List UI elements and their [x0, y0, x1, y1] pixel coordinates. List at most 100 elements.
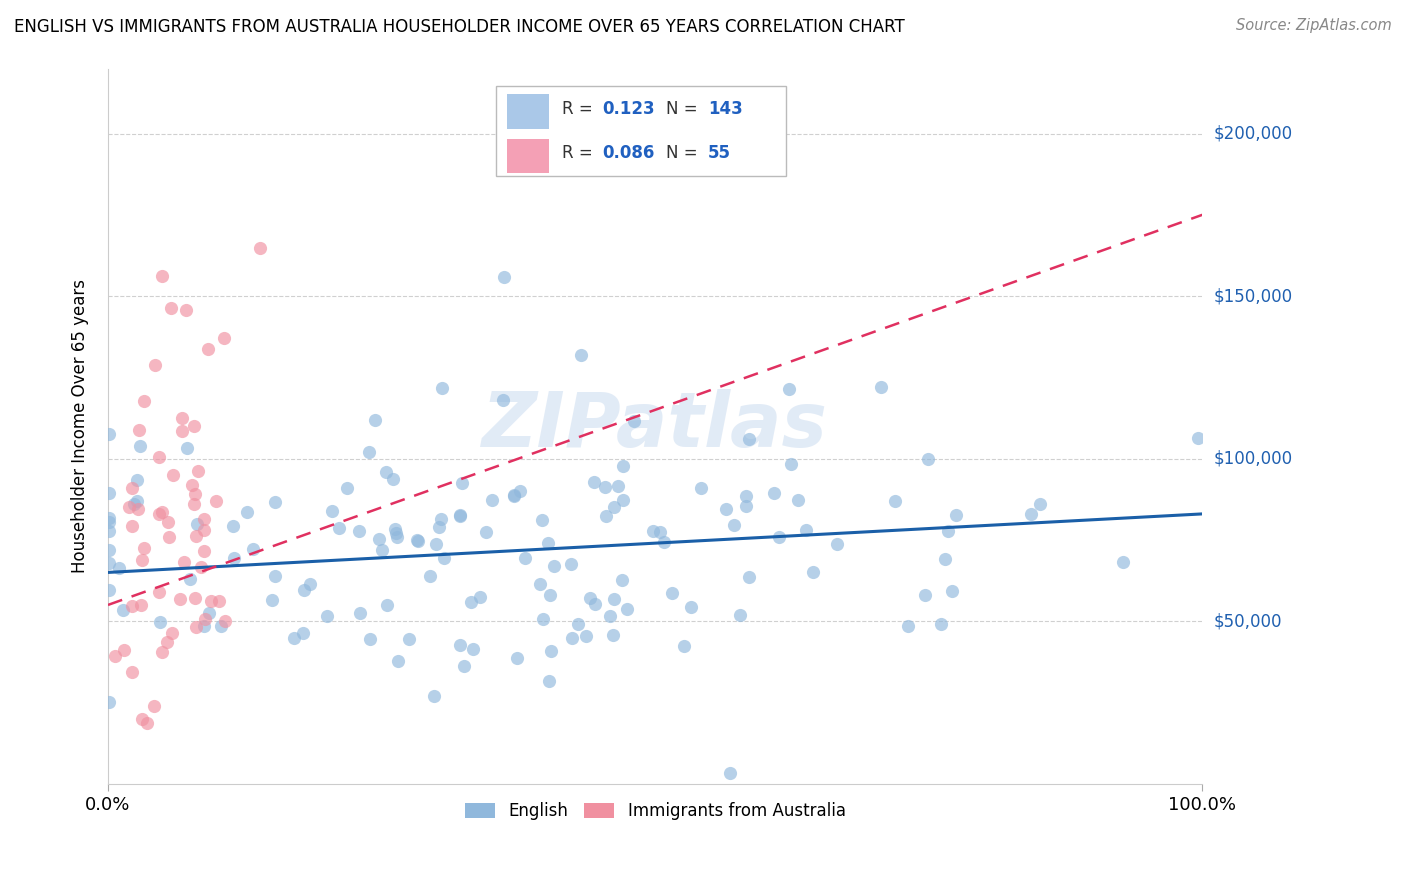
Point — [127, 473, 149, 487]
Point — [184, 591, 207, 605]
Point — [121, 519, 143, 533]
Point — [509, 484, 531, 499]
Point — [945, 508, 967, 522]
Point — [433, 550, 456, 565]
Point — [98, 516, 121, 530]
Point — [612, 458, 634, 473]
Point — [593, 479, 616, 493]
Point — [560, 557, 582, 571]
Point — [883, 494, 905, 508]
Point — [183, 496, 205, 510]
Point — [449, 508, 471, 522]
Point — [673, 639, 696, 653]
Point — [174, 303, 197, 318]
Point — [537, 536, 560, 550]
Point — [1112, 555, 1135, 569]
Point — [405, 533, 427, 547]
Point — [603, 591, 626, 606]
Point — [723, 518, 745, 533]
Point — [193, 512, 215, 526]
Point — [160, 301, 183, 316]
Point — [262, 593, 284, 607]
Point — [503, 488, 526, 502]
Point — [184, 528, 207, 542]
Text: 143: 143 — [707, 100, 742, 118]
Point — [475, 525, 498, 540]
Point — [118, 500, 141, 515]
Point — [283, 631, 305, 645]
Point — [515, 550, 537, 565]
Point — [929, 617, 952, 632]
Point — [149, 615, 172, 630]
Point — [181, 477, 204, 491]
Point — [603, 500, 626, 514]
Point — [224, 551, 246, 566]
Point — [787, 493, 810, 508]
Point — [173, 555, 195, 569]
Point — [364, 413, 387, 427]
Point — [183, 419, 205, 434]
Point — [328, 521, 350, 535]
Point — [461, 642, 484, 657]
Point — [208, 594, 231, 608]
Point — [505, 650, 527, 665]
Point — [150, 504, 173, 518]
Point — [108, 561, 131, 575]
Point — [934, 551, 956, 566]
Point — [794, 523, 817, 537]
Text: N =: N = — [666, 100, 703, 118]
Point — [768, 530, 790, 544]
Point — [643, 524, 665, 539]
Point — [718, 766, 741, 780]
Bar — [508, 95, 548, 128]
Point — [423, 690, 446, 704]
Point — [381, 472, 404, 486]
Point — [170, 424, 193, 438]
Point — [291, 626, 314, 640]
Point — [128, 423, 150, 437]
Point — [538, 588, 561, 602]
Point — [738, 432, 761, 446]
Point — [249, 241, 271, 255]
Point — [321, 504, 343, 518]
Point — [1187, 431, 1209, 445]
Point — [453, 659, 475, 673]
Point — [316, 609, 339, 624]
Point — [129, 439, 152, 453]
Point — [347, 524, 370, 538]
Point — [494, 269, 516, 284]
Point — [917, 452, 939, 467]
Point — [148, 507, 170, 521]
Point — [112, 602, 135, 616]
Point — [914, 588, 936, 602]
Point — [606, 479, 628, 493]
Point — [193, 523, 215, 537]
Point — [212, 331, 235, 345]
Point — [150, 645, 173, 659]
Point — [738, 570, 761, 584]
Point — [193, 618, 215, 632]
Point — [132, 541, 155, 556]
Point — [205, 493, 228, 508]
Point — [193, 544, 215, 558]
Point — [375, 598, 398, 612]
Point — [148, 450, 170, 464]
Point — [194, 612, 217, 626]
FancyBboxPatch shape — [496, 87, 786, 176]
Point — [191, 786, 214, 800]
Text: $200,000: $200,000 — [1213, 125, 1292, 143]
Point — [179, 572, 201, 586]
Point — [449, 639, 471, 653]
Point — [135, 716, 157, 731]
Point — [214, 614, 236, 628]
Point — [264, 495, 287, 509]
Point — [451, 476, 474, 491]
Point — [98, 486, 121, 500]
Text: 55: 55 — [707, 145, 731, 162]
Point — [357, 445, 380, 459]
Point — [162, 626, 184, 640]
Point — [561, 631, 583, 645]
Point — [121, 599, 143, 614]
Text: $100,000: $100,000 — [1213, 450, 1292, 467]
Point — [176, 441, 198, 455]
